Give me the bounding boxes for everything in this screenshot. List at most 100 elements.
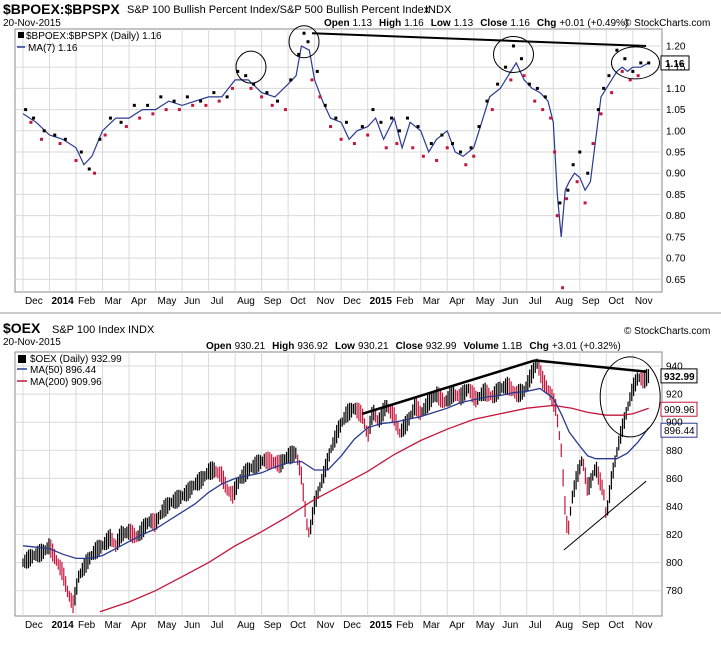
oex-ohlc-readout: Open 930.21 High 936.92 Low 930.21 Close 932.99… [206,341,621,352]
ratio-point-down [509,78,513,82]
ratio-legend-ma: MA(7) 1.16 [28,43,78,54]
ratio-point-up [512,44,516,48]
oex-grid [15,352,662,616]
ratio-point-down [217,99,221,103]
oex-x-tick: Dec [343,620,361,631]
ratio-high-label: High [379,18,401,29]
ratio-point-up [63,137,67,141]
ratio-point-down [445,146,449,150]
ratio-point-up [225,95,229,99]
ratio-chart-title: S&P 100 Bullish Percent Index/S&P 500 Bu… [127,4,430,16]
ratio-point-down [40,137,44,141]
oex-x-tick: Aug [555,620,573,631]
oex-chart-watermark: © StockCharts.com [624,326,710,337]
ratio-marks: 1.16 [22,25,690,290]
oex-trendline [563,480,647,551]
ratio-point-up [132,103,136,107]
ratio-point-down [575,180,579,184]
oex-high-value: 936.92 [297,341,328,352]
oex-y-tick: 860 [666,474,683,485]
ratio-ohlc-readout: Open 1.13 High 1.16 Low 1.13 Close 1.16 Chg +0.01… [324,18,628,29]
ratio-point-up [623,57,627,61]
oex-open-label: Open [206,341,232,352]
ratio-point-up [323,103,327,107]
ratio-point-up [379,120,383,124]
ratio-point-down [318,95,322,99]
ratio-point-down [58,142,62,146]
oex-value-label: 932.99 [664,372,695,383]
ratio-point-up [98,137,102,141]
ratio-point-up [451,142,455,146]
ratio-point-up [469,146,473,150]
ratio-point-up [397,129,401,133]
oex-value-box [660,422,698,438]
oex-x-tick: Dec [25,620,43,631]
ratio-chart: $BPOEX:$BPSPX S&P 100 Bullish Percent In… [3,1,710,307]
ratio-y-tick: 1.00 [666,126,686,137]
ratio-point-down [103,133,107,137]
ratio-y-tick: 1.15 [666,63,686,74]
oex-y-tick: 940 [666,362,683,373]
ratio-point-up [578,150,582,154]
ratio-point-up [32,116,36,120]
ratio-point-up [639,61,643,65]
oex-trendline [534,359,647,373]
ratio-x-tick: Nov [635,296,653,307]
ratio-x-tick: Feb [396,296,414,307]
ratio-point-down [191,103,195,107]
oex-close-value: 932.99 [426,341,457,352]
oex-volume-value: 1.1B [502,341,523,352]
ratio-point-up [53,133,57,137]
oex-x-tick: Mar [105,620,123,631]
ratio-point-up [390,116,394,120]
ratio-point-up [458,150,462,154]
oex-x-tick: 2015 [370,620,393,631]
oex-value-box [660,401,698,417]
ratio-close-label: Close [480,18,508,29]
ratio-y-tick: 0.95 [666,148,686,159]
ratio-chart-date: 20-Nov-2015 [3,18,61,29]
oex-x-tick: 2014 [51,620,74,631]
oex-x-tick: Aug [237,620,255,631]
ratio-point-up [558,201,562,205]
oex-chart-date: 20-Nov-2015 [3,337,61,348]
ratio-point-up [276,99,280,103]
ratio-point-up [119,120,123,124]
ratio-point-up [344,120,348,124]
ratio-point-up [265,91,269,95]
ratio-point-up [306,40,310,44]
ratio-x-tick: Oct [608,296,624,307]
ratio-point-down [411,146,415,150]
ratio-close-value: 1.16 [510,18,530,29]
oex-plot-frame [14,351,663,617]
oex-legend-swatch-price [18,355,26,363]
ratio-point-down [490,108,494,112]
oex-chart: $OEX S&P 100 Index INDX 20-Nov-2015 © St… [3,320,710,631]
ratio-x-tick: 2015 [370,296,393,307]
ratio-chg-label: Chg [537,18,556,29]
ratio-point-down [610,91,614,95]
ratio-x-tick: Sep [582,296,600,307]
ratio-point-down [553,150,557,154]
oex-y-axis: 780 800 820 840 860 880 900 920 940 [666,362,683,598]
oex-x-tick: Jun [184,620,200,631]
ratio-point-up [172,99,176,103]
ratio-last-value: 1.16 [665,59,685,70]
ratio-highlight-circle [235,50,267,84]
ratio-point-down [249,86,253,90]
ratio-point-down [204,103,208,107]
ratio-chg-value: +0.01 (+0.49%) [559,18,628,29]
oex-chart-exchange: INDX [128,324,155,336]
ratio-point-up [236,69,240,73]
ratio-point-up [571,163,575,167]
ratio-point-up [607,74,611,78]
ratio-grid [15,29,662,292]
oex-volume-label: Volume [463,341,499,352]
oex-y-tick: 800 [666,558,683,569]
ratio-point-up [496,82,500,86]
ratio-x-tick: Jul [529,296,542,307]
oex-y-tick: 880 [666,446,683,457]
ratio-point-down [395,142,399,146]
ratio-chart-symbol: $BPOEX:$BPSPX [3,1,120,17]
oex-chart-title: S&P 100 Index [52,324,126,336]
